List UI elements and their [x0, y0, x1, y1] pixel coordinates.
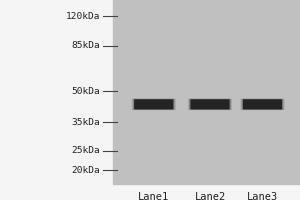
Text: 50kDa: 50kDa — [72, 87, 101, 96]
Text: Lane2: Lane2 — [194, 192, 226, 200]
FancyBboxPatch shape — [188, 98, 232, 110]
FancyBboxPatch shape — [133, 99, 175, 110]
Text: 85kDa: 85kDa — [72, 41, 101, 50]
Text: 25kDa: 25kDa — [72, 146, 101, 155]
Text: Lane1: Lane1 — [138, 192, 169, 200]
Text: 20kDa: 20kDa — [72, 166, 101, 175]
Text: 120kDa: 120kDa — [66, 12, 100, 21]
FancyBboxPatch shape — [241, 98, 285, 110]
FancyBboxPatch shape — [243, 99, 282, 109]
FancyBboxPatch shape — [134, 99, 173, 109]
Text: Lane3: Lane3 — [247, 192, 278, 200]
FancyBboxPatch shape — [189, 99, 231, 110]
FancyBboxPatch shape — [190, 99, 230, 109]
FancyBboxPatch shape — [242, 99, 284, 110]
Bar — [112, 0, 300, 184]
FancyBboxPatch shape — [132, 98, 176, 110]
Text: 35kDa: 35kDa — [72, 118, 101, 127]
